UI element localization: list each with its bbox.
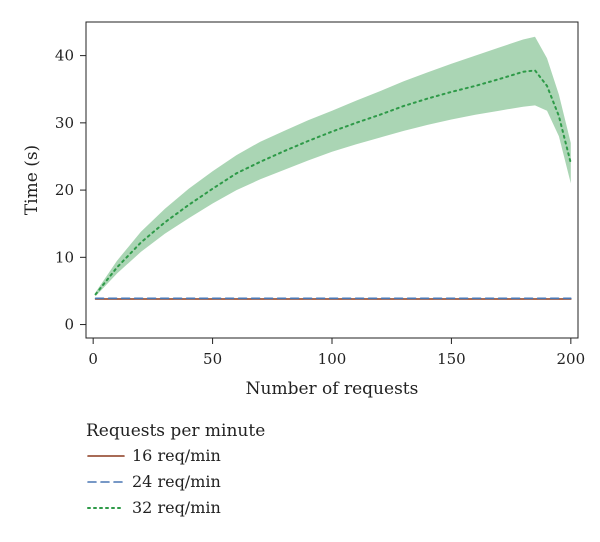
x-tick-label: 200 <box>557 350 586 368</box>
x-tick-label: 50 <box>203 350 222 368</box>
axis-ticks: 0 50 100 150 200 0 10 20 30 40 <box>55 47 585 368</box>
legend-entry-1: 16 req/min <box>132 446 221 465</box>
confidence-band-3 <box>95 36 571 297</box>
x-axis-label: Number of requests <box>246 379 419 399</box>
y-axis-label: Time (s) <box>22 145 42 215</box>
x-tick-label: 100 <box>318 350 347 368</box>
y-tick-label: 40 <box>55 47 74 65</box>
series-line-3 <box>94 69 572 296</box>
y-tick-label: 30 <box>55 114 74 132</box>
plot-area <box>94 36 572 300</box>
x-tick-label: 150 <box>437 350 466 368</box>
x-tick-label: 0 <box>88 350 98 368</box>
legend: Requests per minute 16 req/min 24 req/min… <box>86 421 265 517</box>
legend-entry-2: 24 req/min <box>132 472 221 491</box>
y-tick-label: 10 <box>55 248 74 266</box>
y-tick-label: 0 <box>64 316 74 334</box>
legend-entry-3: 32 req/min <box>132 498 221 517</box>
legend-title: Requests per minute <box>86 421 265 441</box>
y-tick-label: 20 <box>55 181 74 199</box>
